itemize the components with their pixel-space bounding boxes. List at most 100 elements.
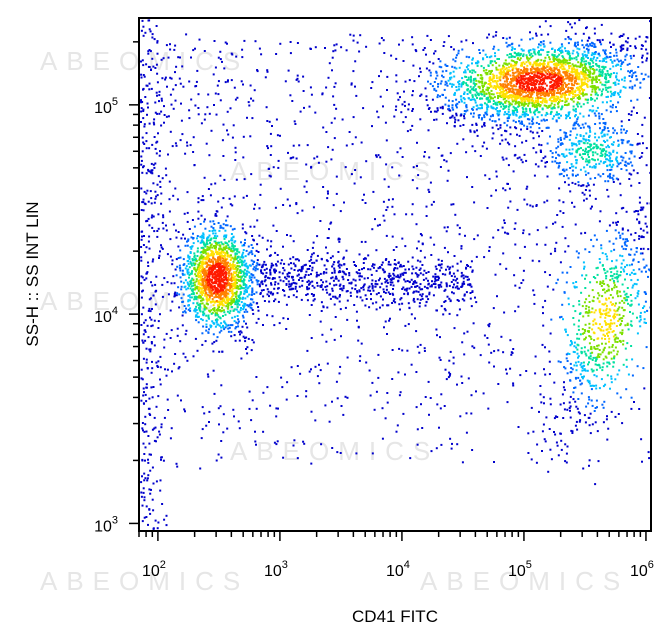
event-dot: [452, 83, 455, 86]
event-dot: [533, 50, 536, 53]
event-dot: [549, 66, 552, 69]
event-dot: [584, 170, 587, 173]
event-dot: [639, 252, 642, 255]
event-dot: [486, 104, 489, 107]
event-dot: [641, 123, 644, 126]
event-dot: [242, 308, 245, 311]
event-dot: [549, 332, 552, 335]
event-dot: [597, 136, 600, 139]
event-dot: [208, 328, 210, 331]
event-dot: [571, 76, 574, 79]
event-dot: [622, 343, 625, 346]
event-dot: [582, 66, 585, 69]
event-dot: [583, 375, 585, 378]
event-dot: [512, 67, 515, 70]
event-dot: [567, 53, 570, 56]
event-dot: [583, 346, 586, 349]
event-dot: [244, 263, 247, 266]
event-dot: [230, 279, 233, 282]
event-dot: [242, 306, 245, 309]
event-dot: [536, 96, 539, 99]
event-dot: [564, 38, 567, 41]
event-dot: [550, 61, 553, 63]
event-dot: [187, 256, 190, 259]
event-dot: [606, 72, 609, 75]
event-dot: [540, 94, 542, 97]
event-dot: [577, 344, 580, 347]
event-dot: [605, 297, 608, 300]
event-dot: [429, 82, 432, 85]
event-dot: [542, 91, 545, 94]
event-dot: [222, 324, 224, 327]
event-dot: [210, 309, 213, 312]
event-dot: [528, 61, 531, 64]
event-dot: [551, 72, 554, 75]
event-dot: [634, 47, 637, 50]
event-dot: [223, 284, 226, 286]
event-dot: [582, 153, 585, 155]
event-dot: [502, 83, 505, 86]
event-dot: [232, 287, 235, 290]
event-dot: [429, 285, 432, 288]
event-dot: [595, 76, 598, 79]
event-dot: [218, 229, 221, 232]
event-dot: [570, 26, 573, 29]
event-dot: [543, 119, 546, 122]
event-dot: [268, 300, 271, 303]
event-dot: [206, 299, 209, 302]
event-dot: [424, 304, 427, 307]
event-dot: [528, 92, 531, 95]
event-dot: [199, 273, 202, 276]
event-dot: [598, 300, 601, 303]
event-dot: [515, 82, 518, 85]
event-dot: [190, 293, 193, 296]
event-dot: [587, 160, 589, 163]
event-dot: [506, 117, 509, 120]
event-dot: [186, 220, 189, 223]
event-dot: [492, 100, 495, 102]
event-dot: [223, 320, 226, 323]
event-dot: [617, 320, 620, 322]
event-dot: [605, 314, 607, 316]
event-dot: [586, 98, 589, 101]
event-dot: [619, 95, 622, 98]
event-dot: [241, 264, 244, 267]
event-dot: [549, 104, 552, 107]
event-dot: [583, 81, 586, 84]
event-dot: [609, 74, 612, 77]
event-dot: [607, 314, 610, 317]
event-dot: [491, 73, 494, 76]
event-dot: [212, 273, 215, 276]
event-dot: [500, 134, 503, 137]
event-dot: [510, 96, 513, 99]
event-dot: [541, 71, 544, 73]
event-dot: [545, 93, 548, 95]
event-dot: [524, 88, 527, 91]
event-dot: [560, 439, 563, 442]
event-dot: [477, 85, 480, 88]
event-dot: [244, 231, 247, 234]
event-dot: [228, 246, 231, 249]
event-dot: [491, 64, 494, 67]
event-dot: [407, 103, 410, 106]
event-dot: [604, 383, 607, 386]
event-dot: [419, 298, 422, 301]
event-dot: [204, 256, 207, 259]
event-dot: [479, 90, 482, 93]
event-dot: [641, 252, 644, 255]
event-dot: [523, 95, 526, 98]
event-dot: [198, 306, 201, 309]
event-dot: [487, 87, 490, 89]
event-dot: [561, 63, 564, 66]
event-dot: [597, 173, 600, 176]
event-dot: [184, 279, 187, 282]
event-dot: [542, 90, 545, 93]
event-dot: [633, 273, 636, 275]
event-dot: [525, 91, 528, 94]
event-dot: [588, 356, 590, 359]
event-dot: [184, 267, 187, 270]
event-dot: [185, 288, 188, 291]
event-dot: [560, 78, 563, 81]
event-dot: [620, 168, 623, 170]
event-dot: [203, 243, 206, 246]
